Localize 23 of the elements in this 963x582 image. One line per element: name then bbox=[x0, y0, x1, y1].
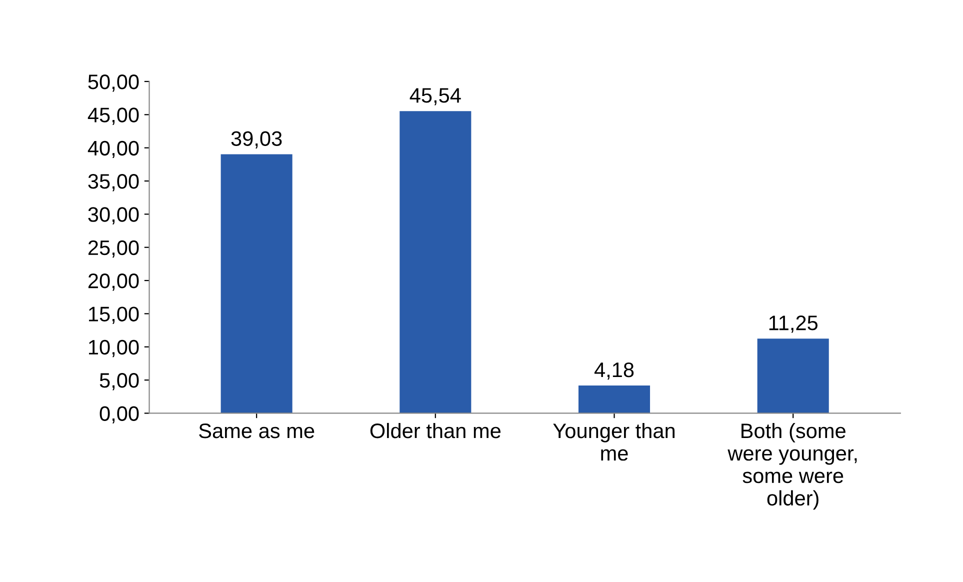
y-tick-label: 35,00 bbox=[88, 174, 139, 192]
x-tick-label: Older than me bbox=[370, 422, 500, 438]
bar bbox=[757, 338, 829, 414]
bar bbox=[220, 154, 292, 414]
y-tick-label: 5,00 bbox=[100, 373, 139, 390]
y-tick-label: 45,00 bbox=[88, 108, 139, 125]
y-tick-label: 50,00 bbox=[88, 74, 139, 92]
y-tick-label: 25,00 bbox=[88, 240, 139, 258]
data-label: 11,25 bbox=[769, 316, 818, 333]
x-tick-label: Younger than me bbox=[553, 422, 675, 461]
y-tick-label: 40,00 bbox=[88, 140, 139, 158]
x-tick-label: Both (some were younger, some were older) bbox=[728, 422, 857, 510]
x-tick-label: Same as me bbox=[199, 423, 314, 438]
data-label: 4,18 bbox=[594, 362, 634, 380]
y-tick-label: 20,00 bbox=[88, 274, 139, 291]
y-tick-label: 30,00 bbox=[88, 207, 139, 224]
y-tick-label: 0,00 bbox=[100, 406, 139, 424]
y-tick-label: 10,00 bbox=[89, 340, 139, 358]
bar bbox=[578, 385, 650, 414]
y-tick-label: 15,00 bbox=[89, 306, 139, 324]
data-label: 45,54 bbox=[410, 88, 461, 106]
data-label: 39,03 bbox=[231, 131, 282, 148]
bar bbox=[400, 111, 472, 414]
